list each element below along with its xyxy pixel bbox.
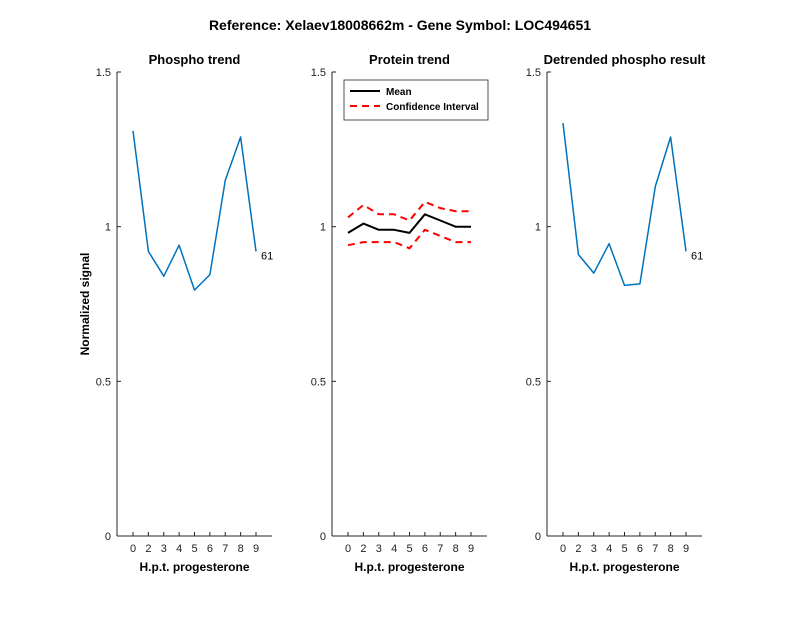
y-tick-label: 1.5 xyxy=(526,67,541,79)
x-tick-label: 4 xyxy=(391,543,397,555)
x-tick-label: 3 xyxy=(376,543,382,555)
legend-box xyxy=(343,79,489,121)
x-tick-label: 7 xyxy=(222,543,228,555)
figure-title: Reference: Xelaev18008662m - Gene Symbol… xyxy=(209,17,591,33)
y-tick-label: 0 xyxy=(320,531,326,543)
y-tick-label: 0.5 xyxy=(96,376,111,388)
x-tick-label: 4 xyxy=(176,543,182,555)
x-tick-label: 3 xyxy=(591,543,597,555)
y-tick-label: 0 xyxy=(105,531,111,543)
x-axis-label: H.p.t. progesterone xyxy=(354,560,464,574)
y-tick-label: 1.5 xyxy=(311,67,326,79)
x-tick-label: 5 xyxy=(406,543,412,555)
x-tick-label: 7 xyxy=(437,543,443,555)
x-tick-label: 0 xyxy=(130,543,136,555)
series-line-1 xyxy=(132,130,257,291)
x-tick-label: 6 xyxy=(207,543,213,555)
panel-title: Phospho trend xyxy=(149,52,241,67)
x-tick-label: 0 xyxy=(560,543,566,555)
panel-title: Detrended phospho result xyxy=(544,52,706,67)
x-tick-label: 0 xyxy=(345,543,351,555)
legend-entry: Confidence Interval xyxy=(386,102,479,113)
x-tick-label: 3 xyxy=(161,543,167,555)
series-end-label: 61 xyxy=(691,250,703,262)
y-tick-label: 1.5 xyxy=(96,67,111,79)
x-tick-label: 6 xyxy=(422,543,428,555)
y-tick-label: 1 xyxy=(105,222,111,234)
series-line-1 xyxy=(562,122,687,287)
y-tick-label: 1 xyxy=(320,222,326,234)
x-tick-label: 2 xyxy=(145,543,151,555)
panel-title: Protein trend xyxy=(369,52,450,67)
x-tick-label: 9 xyxy=(253,543,259,555)
legend: Mean Confidence Interval xyxy=(343,79,489,121)
x-tick-label: 5 xyxy=(621,543,627,555)
x-tick-label: 6 xyxy=(637,543,643,555)
x-axis-label: H.p.t. progesterone xyxy=(139,560,249,574)
series-line-1 xyxy=(347,213,471,234)
y-axis-label: Normalized signal xyxy=(78,253,92,356)
x-tick-label: 8 xyxy=(668,543,674,555)
series-line-3 xyxy=(347,228,471,250)
x-tick-label: 2 xyxy=(575,543,581,555)
y-tick-label: 0.5 xyxy=(311,376,326,388)
x-tick-label: 9 xyxy=(683,543,689,555)
legend-entry: Mean xyxy=(386,87,412,98)
x-tick-label: 2 xyxy=(360,543,366,555)
x-axis-label: H.p.t. progesterone xyxy=(569,560,679,574)
series-end-label: 61 xyxy=(261,250,273,262)
y-tick-label: 0 xyxy=(535,531,541,543)
x-tick-label: 4 xyxy=(606,543,612,555)
x-tick-label: 5 xyxy=(191,543,197,555)
x-tick-label: 8 xyxy=(238,543,244,555)
y-tick-label: 1 xyxy=(535,222,541,234)
x-tick-label: 7 xyxy=(652,543,658,555)
y-tick-label: 0.5 xyxy=(526,376,541,388)
x-tick-label: 9 xyxy=(468,543,474,555)
series-line-2 xyxy=(347,200,471,222)
x-tick-label: 8 xyxy=(453,543,459,555)
